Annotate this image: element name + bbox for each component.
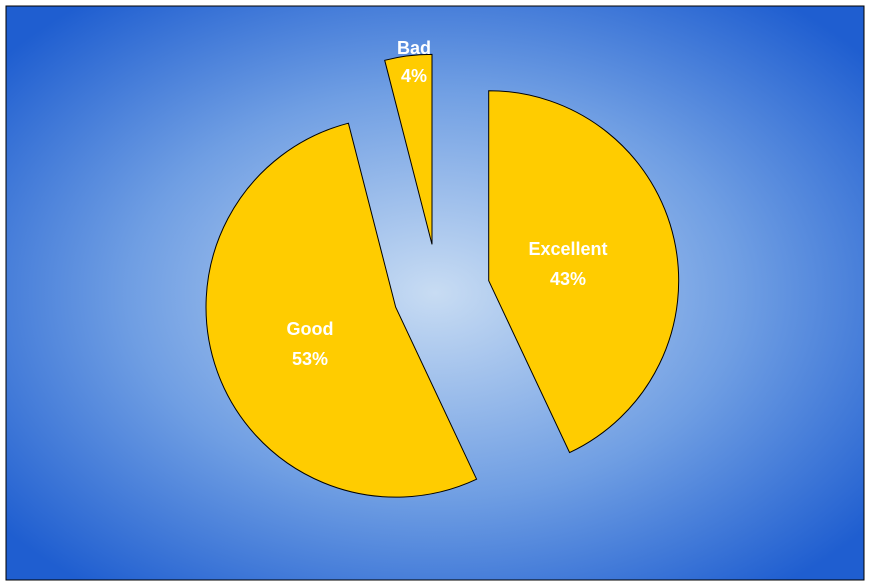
chart-background bbox=[5, 5, 865, 581]
pie-slice-good bbox=[205, 122, 478, 498]
pie-slices bbox=[205, 53, 680, 498]
slice-label-bad: Bad bbox=[397, 38, 431, 58]
slice-value-bad: 4% bbox=[401, 66, 427, 86]
pie-slice-bad bbox=[384, 53, 433, 245]
slice-value-excellent: 43% bbox=[550, 269, 586, 289]
pie-slice-excellent bbox=[488, 90, 680, 454]
slice-label-excellent: Excellent bbox=[528, 239, 607, 259]
slice-label-good: Good bbox=[287, 319, 334, 339]
slice-value-good: 53% bbox=[292, 349, 328, 369]
pie-labels: Excellent 43% Good 53% Bad 4% bbox=[287, 38, 608, 369]
